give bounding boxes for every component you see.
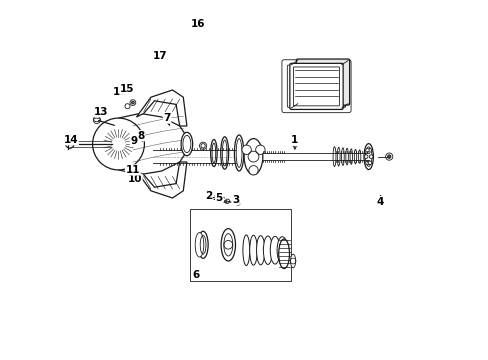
Ellipse shape [345,148,347,165]
Ellipse shape [337,147,339,166]
Text: 15: 15 [120,84,135,94]
Text: 16: 16 [191,19,205,29]
Text: 8: 8 [137,131,144,141]
Ellipse shape [198,231,208,258]
Circle shape [368,155,372,158]
Ellipse shape [210,140,217,166]
Circle shape [385,153,392,160]
Text: 7: 7 [163,113,170,123]
Ellipse shape [354,149,356,164]
Circle shape [236,202,239,206]
FancyBboxPatch shape [296,59,349,105]
Ellipse shape [263,236,272,264]
Text: 3: 3 [231,195,239,205]
Ellipse shape [195,233,203,257]
Circle shape [224,200,227,203]
Ellipse shape [243,235,249,266]
Polygon shape [66,140,74,148]
Text: 4: 4 [376,197,384,207]
Text: 6: 6 [192,270,199,280]
Ellipse shape [256,236,264,265]
Ellipse shape [94,118,100,122]
Polygon shape [118,113,186,175]
Circle shape [248,166,258,175]
Ellipse shape [234,135,244,171]
Ellipse shape [249,235,257,265]
Text: 2: 2 [204,191,212,201]
Ellipse shape [332,147,335,166]
FancyBboxPatch shape [287,65,345,107]
Ellipse shape [270,236,280,264]
Text: 11: 11 [125,165,140,175]
Ellipse shape [181,132,192,156]
Ellipse shape [220,137,228,169]
Bar [190,209,291,281]
Circle shape [365,149,368,152]
Text: 14: 14 [63,135,78,145]
Text: 10: 10 [127,174,142,184]
Circle shape [93,116,101,123]
Ellipse shape [358,150,360,163]
Circle shape [367,149,371,152]
Circle shape [130,100,136,105]
Circle shape [65,140,74,148]
Circle shape [367,161,371,165]
Circle shape [96,141,101,147]
Text: 13: 13 [94,107,108,117]
Circle shape [125,104,130,109]
Ellipse shape [305,75,326,78]
FancyBboxPatch shape [282,60,350,113]
Circle shape [364,155,367,158]
Ellipse shape [305,81,326,85]
Text: 9: 9 [130,136,137,146]
Circle shape [106,159,111,164]
Text: 1: 1 [291,135,298,145]
Circle shape [92,118,144,170]
Text: 12: 12 [112,87,126,97]
Circle shape [255,145,264,154]
Ellipse shape [277,237,287,264]
Circle shape [386,155,390,158]
Ellipse shape [349,149,352,164]
Text: 17: 17 [152,51,167,61]
Ellipse shape [221,229,235,261]
Ellipse shape [305,88,326,91]
Circle shape [225,199,229,203]
Ellipse shape [305,68,326,72]
Ellipse shape [244,139,263,175]
Circle shape [131,101,134,104]
Circle shape [136,141,141,147]
Ellipse shape [278,239,289,269]
Circle shape [125,159,131,164]
Ellipse shape [363,144,373,170]
Circle shape [242,145,251,154]
Polygon shape [136,162,186,198]
Polygon shape [136,90,186,126]
Circle shape [106,124,111,129]
Text: 5: 5 [215,193,223,203]
Circle shape [365,161,368,165]
Circle shape [125,124,131,129]
Ellipse shape [290,254,295,268]
FancyBboxPatch shape [289,63,343,109]
Ellipse shape [341,148,344,166]
